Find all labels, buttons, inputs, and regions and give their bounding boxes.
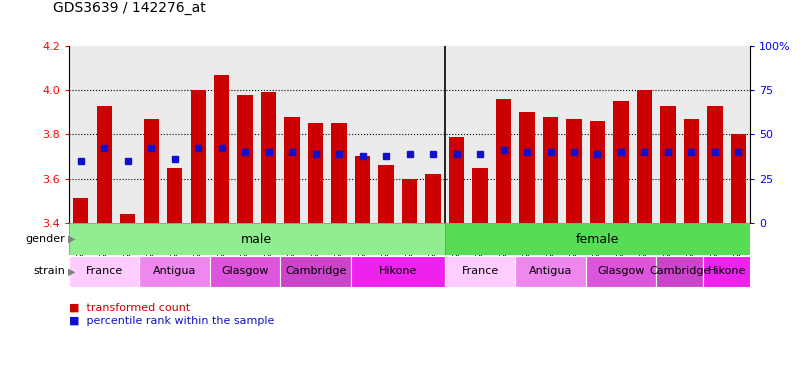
Bar [566, 119, 581, 223]
Bar [444, 223, 750, 255]
Bar [707, 106, 723, 223]
Bar [351, 256, 444, 287]
Bar [308, 123, 324, 223]
Text: ■  percentile rank within the sample: ■ percentile rank within the sample [69, 316, 274, 326]
Bar [519, 113, 534, 223]
Bar [731, 134, 746, 223]
Bar [656, 256, 703, 287]
Bar [139, 256, 210, 287]
Bar [613, 101, 629, 223]
Text: strain: strain [33, 266, 65, 276]
Text: female: female [576, 233, 619, 246]
Bar [426, 174, 440, 223]
Bar [214, 75, 230, 223]
Text: France: France [85, 266, 122, 276]
Bar [120, 214, 135, 223]
Bar [379, 166, 393, 223]
Bar [444, 256, 515, 287]
Text: Hikone: Hikone [379, 266, 417, 276]
Bar [449, 137, 464, 223]
Text: Glasgow: Glasgow [597, 266, 645, 276]
Bar [660, 106, 676, 223]
Bar [238, 95, 253, 223]
Text: GDS3639 / 142276_at: GDS3639 / 142276_at [53, 2, 205, 15]
Bar [191, 90, 206, 223]
Text: Cambridge: Cambridge [285, 266, 346, 276]
Bar [285, 117, 300, 223]
Bar [144, 119, 159, 223]
Bar [472, 167, 487, 223]
Bar [543, 117, 558, 223]
Text: Hikone: Hikone [707, 266, 746, 276]
Bar [69, 256, 139, 287]
Text: ▶: ▶ [68, 266, 75, 276]
Bar [69, 223, 444, 255]
Bar [97, 106, 112, 223]
Text: gender: gender [25, 234, 65, 244]
Bar [684, 119, 699, 223]
Text: Glasgow: Glasgow [221, 266, 268, 276]
Bar [590, 121, 605, 223]
Bar [281, 256, 351, 287]
Bar [167, 167, 182, 223]
Text: Antigua: Antigua [529, 266, 573, 276]
Bar [496, 99, 511, 223]
Bar [73, 199, 88, 223]
Text: Cambridge: Cambridge [649, 266, 710, 276]
Bar [261, 93, 277, 223]
Bar [703, 256, 750, 287]
Text: male: male [242, 233, 272, 246]
Bar [402, 179, 417, 223]
Text: France: France [461, 266, 499, 276]
Bar [332, 123, 347, 223]
Bar [637, 90, 652, 223]
Bar [355, 157, 370, 223]
Bar [515, 256, 586, 287]
Text: Antigua: Antigua [153, 266, 196, 276]
Text: ▶: ▶ [68, 234, 75, 244]
Text: ■  transformed count: ■ transformed count [69, 302, 191, 312]
Bar [586, 256, 656, 287]
Bar [210, 256, 281, 287]
